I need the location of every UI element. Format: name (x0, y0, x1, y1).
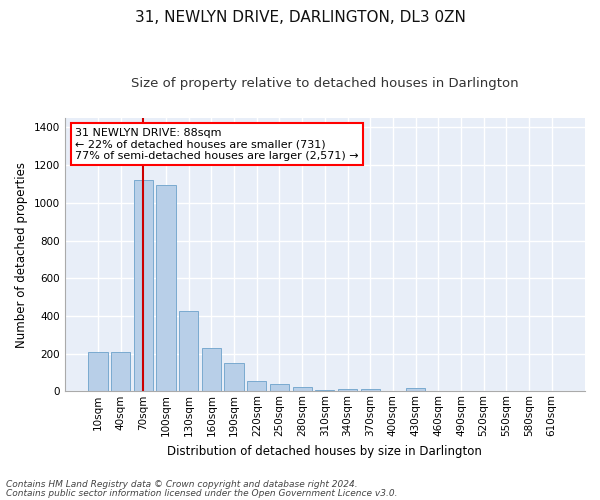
Bar (202, 348, 221, 392)
Bar (315, 390, 334, 392)
Text: Contains public sector information licensed under the Open Government Licence v3: Contains public sector information licen… (6, 488, 398, 498)
Bar (179, 312, 199, 392)
Bar (157, 185, 176, 392)
Bar (270, 384, 289, 392)
Bar (338, 388, 357, 392)
X-axis label: Distribution of detached houses by size in Darlington: Distribution of detached houses by size … (167, 444, 482, 458)
Bar (247, 381, 266, 392)
Bar (406, 388, 425, 392)
Bar (88, 352, 107, 392)
Bar (111, 352, 130, 392)
Y-axis label: Number of detached properties: Number of detached properties (15, 162, 28, 348)
Bar (224, 364, 244, 392)
Bar (293, 387, 312, 392)
Text: 31, NEWLYN DRIVE, DARLINGTON, DL3 0ZN: 31, NEWLYN DRIVE, DARLINGTON, DL3 0ZN (134, 10, 466, 25)
Bar (134, 180, 153, 392)
Bar (361, 388, 380, 392)
Text: Contains HM Land Registry data © Crown copyright and database right 2024.: Contains HM Land Registry data © Crown c… (6, 480, 358, 489)
Title: Size of property relative to detached houses in Darlington: Size of property relative to detached ho… (131, 78, 518, 90)
Text: 31 NEWLYN DRIVE: 88sqm
← 22% of detached houses are smaller (731)
77% of semi-de: 31 NEWLYN DRIVE: 88sqm ← 22% of detached… (75, 128, 359, 161)
